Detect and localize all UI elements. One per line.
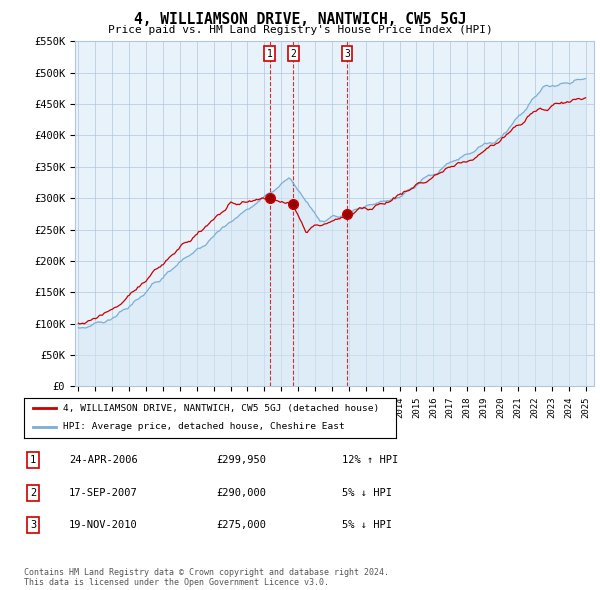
Text: 12% ↑ HPI: 12% ↑ HPI [342, 455, 398, 465]
Text: £299,950: £299,950 [216, 455, 266, 465]
Text: HPI: Average price, detached house, Cheshire East: HPI: Average price, detached house, Ches… [63, 422, 345, 431]
Text: 4, WILLIAMSON DRIVE, NANTWICH, CW5 5GJ (detached house): 4, WILLIAMSON DRIVE, NANTWICH, CW5 5GJ (… [63, 404, 379, 413]
Text: 4, WILLIAMSON DRIVE, NANTWICH, CW5 5GJ: 4, WILLIAMSON DRIVE, NANTWICH, CW5 5GJ [134, 12, 466, 27]
Text: £290,000: £290,000 [216, 488, 266, 497]
Text: 2: 2 [30, 488, 36, 497]
Text: 24-APR-2006: 24-APR-2006 [69, 455, 138, 465]
Text: 3: 3 [344, 49, 350, 59]
Text: 19-NOV-2010: 19-NOV-2010 [69, 520, 138, 530]
Text: 1: 1 [266, 49, 272, 59]
Text: Price paid vs. HM Land Registry's House Price Index (HPI): Price paid vs. HM Land Registry's House … [107, 25, 493, 35]
Text: 2: 2 [290, 49, 296, 59]
Text: £275,000: £275,000 [216, 520, 266, 530]
Text: 1: 1 [30, 455, 36, 465]
Text: 5% ↓ HPI: 5% ↓ HPI [342, 520, 392, 530]
Text: 3: 3 [30, 520, 36, 530]
Text: 5% ↓ HPI: 5% ↓ HPI [342, 488, 392, 497]
Text: 17-SEP-2007: 17-SEP-2007 [69, 488, 138, 497]
Text: Contains HM Land Registry data © Crown copyright and database right 2024.
This d: Contains HM Land Registry data © Crown c… [24, 568, 389, 587]
